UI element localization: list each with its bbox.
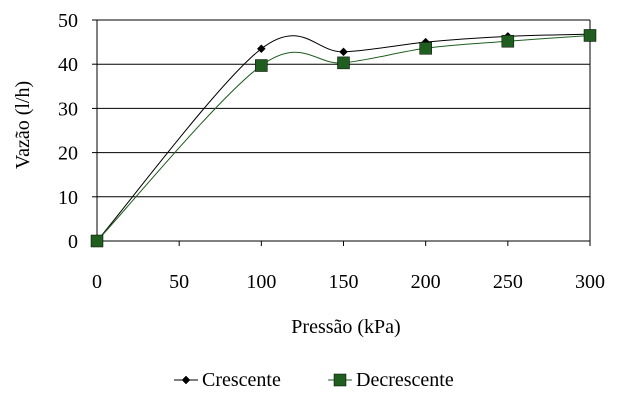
x-tick-label-150: 150 <box>329 271 359 293</box>
data-point-decrescente-150 <box>337 56 350 70</box>
axes <box>92 19 591 246</box>
legend-marker-decrescente <box>333 373 347 387</box>
y-tick-label-50: 50 <box>58 10 78 32</box>
data-point-decrescente-200 <box>419 42 432 55</box>
x-tick-label-0: 0 <box>92 271 102 293</box>
y-tick-label-40: 40 <box>58 54 78 76</box>
x-axis-title: Pressão (kPa) <box>291 316 400 338</box>
y-tick-label-0: 0 <box>68 231 78 253</box>
gridlines <box>97 19 590 198</box>
tick-labels: 0 10 20 30 40 50 0 50 100 150 200 250 300 <box>58 10 605 293</box>
y-tick-label-20: 20 <box>58 143 78 165</box>
data-point-decrescente-0 <box>90 234 104 248</box>
x-tick-label-100: 100 <box>246 271 276 293</box>
series-decrescente <box>90 29 597 248</box>
x-tick-label-300: 300 <box>575 271 605 293</box>
data-point-crescente-150 <box>339 47 348 57</box>
legend-item-decrescente: Decrescente <box>328 369 454 391</box>
y-tick-label-10: 10 <box>58 187 78 209</box>
legend-marker-crescente <box>181 375 191 385</box>
legend-item-crescente: Crescente <box>174 369 281 391</box>
legend: Crescente Decrescente <box>174 369 454 391</box>
x-tick-label-200: 200 <box>411 271 441 293</box>
legend-label-decrescente: Decrescente <box>356 369 454 391</box>
series-layer <box>90 29 597 248</box>
y-axis-title: Vazão (l/h) <box>12 81 34 169</box>
legend-label-crescente: Crescente <box>202 369 281 391</box>
data-point-decrescente-300 <box>583 29 597 42</box>
data-point-decrescente-250 <box>501 34 515 48</box>
data-point-decrescente-100 <box>255 59 268 72</box>
x-tick-label-50: 50 <box>169 271 189 293</box>
x-tick-label-250: 250 <box>493 271 523 293</box>
y-tick-label-30: 30 <box>58 98 78 120</box>
data-point-crescente-100 <box>256 44 266 54</box>
